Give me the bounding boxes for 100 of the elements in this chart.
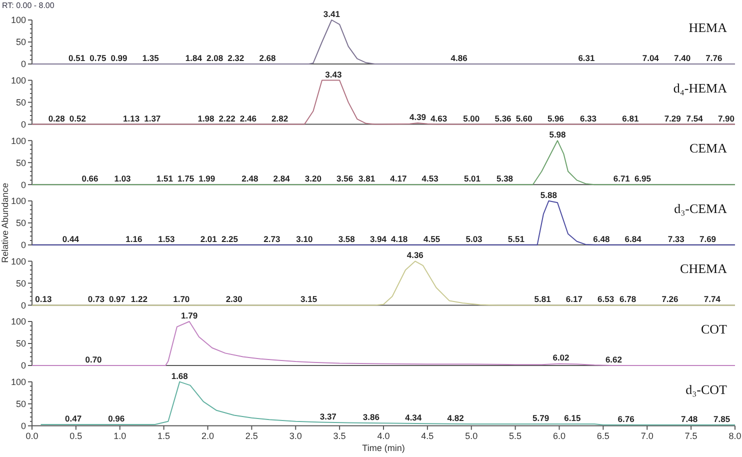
y-axis-title: Relative Abundance: [0, 182, 10, 263]
annotation: 6.78: [620, 294, 636, 304]
annotation: 4.86: [450, 53, 468, 63]
x-tick-label: 2.5: [245, 430, 258, 441]
annotation: 6.33: [580, 113, 597, 124]
annotation: 7.76: [706, 53, 722, 63]
annotation: 0.99: [110, 53, 128, 63]
y-tick-label: 100: [10, 316, 26, 327]
chart-title: d₃-COT: [686, 382, 728, 397]
annotation: 5.60: [516, 113, 533, 124]
y-tick-label: 100: [10, 15, 26, 26]
annotation: 3.10: [296, 234, 313, 244]
x-tick-label: 4.5: [421, 430, 434, 441]
y-tick-label: 0: [20, 420, 26, 431]
annotation: 3.43: [325, 69, 342, 80]
annotation: 0.28: [48, 113, 66, 124]
annotation: 1.75: [178, 174, 194, 184]
y-tick-label: 100: [10, 136, 26, 146]
annotation: 4.55: [424, 234, 440, 244]
annotation: 7.29: [664, 113, 682, 124]
annotation: 5.36: [494, 113, 512, 124]
annotation: 5.79: [532, 413, 550, 424]
chart-title: d₄-HEMA: [673, 80, 728, 96]
chart-title: CEMA: [689, 140, 728, 156]
x-tick-label: 4.0: [377, 430, 390, 441]
annotation: 7.33: [668, 234, 685, 244]
annotation: 0.44: [62, 234, 80, 244]
y-tick-label: 0: [20, 360, 26, 371]
y-tick-label: 50: [16, 398, 26, 409]
annotation: 2.25: [221, 234, 238, 244]
annotation: 1.35: [142, 53, 160, 63]
annotation: 7.04: [642, 53, 660, 63]
annotation: 4.18: [391, 234, 408, 244]
annotation: 6.15: [564, 413, 581, 424]
annotation: 7.69: [699, 234, 716, 244]
annotation: 3.86: [362, 412, 380, 422]
line-series: [32, 321, 736, 366]
annotation: 0.51: [68, 53, 86, 63]
annotation: 1.98: [198, 113, 215, 124]
annotation: 3.81: [358, 174, 376, 184]
annotation: 0.13: [35, 294, 52, 304]
y-tick-label: 50: [16, 278, 26, 288]
chart-title: d₃-CEMA: [674, 200, 728, 216]
annotation: 6.62: [605, 354, 622, 364]
x-tick-label: 6.0: [552, 430, 566, 441]
annotation: 2.82: [272, 113, 288, 124]
annotation: 6.84: [624, 234, 642, 244]
y-tick-label: 50: [16, 338, 26, 349]
y-tick-label: 0: [20, 240, 26, 250]
annotation: 0.47: [65, 413, 82, 424]
y-tick-label: 0: [20, 180, 26, 190]
annotation: 1.03: [114, 174, 132, 184]
annotation: 1.16: [126, 234, 142, 244]
annotation: 2.01: [200, 234, 218, 244]
annotation: 1.13: [123, 113, 140, 124]
annotation: 1.68: [171, 370, 188, 381]
annotation: 6.81: [622, 113, 639, 124]
x-tick-label: 1.0: [114, 430, 126, 441]
annotation: 7.74: [704, 294, 721, 304]
x-tick-label: 7.5: [684, 430, 698, 441]
annotation: 6.48: [593, 234, 610, 244]
annotation: 0.70: [85, 354, 102, 364]
annotation: 6.17: [566, 294, 583, 304]
annotation: 1.84: [185, 53, 202, 63]
annotation: 7.40: [674, 53, 691, 63]
x-tick-label: 5.0: [465, 430, 478, 441]
annotation: 4.39: [410, 112, 426, 122]
annotation: 7.90: [718, 113, 735, 124]
x-tick-label: 7.0: [640, 430, 654, 441]
x-tick-label: 5.5: [509, 430, 522, 441]
annotation: 3.37: [320, 411, 337, 422]
x-tick-label: 3.5: [333, 430, 346, 441]
annotation: 2.84: [273, 174, 290, 184]
x-tick-label: 8.0: [728, 430, 742, 441]
x-tick-label: 6.5: [596, 430, 610, 441]
annotation: 5.51: [508, 234, 525, 244]
annotation: 4.34: [405, 412, 422, 423]
annotation: 2.46: [240, 113, 257, 124]
annotation: 7.26: [662, 294, 679, 304]
annotation: 5.38: [496, 174, 514, 184]
y-tick-label: 0: [20, 119, 26, 130]
annotation: 1.37: [144, 113, 161, 124]
y-tick-label: 50: [16, 158, 26, 168]
annotation: 0.96: [108, 413, 125, 424]
y-tick-label: 100: [10, 75, 26, 86]
annotation: 1.70: [173, 294, 190, 304]
annotation: 2.68: [259, 53, 276, 63]
chart-title: COT: [701, 322, 728, 336]
annotation: 5.88: [540, 190, 558, 200]
annotation: 6.31: [578, 53, 596, 63]
annotation: 5.00: [463, 113, 480, 124]
annotation: 1.51: [156, 174, 174, 184]
annotation: 4.53: [422, 174, 439, 184]
x-tick-label: 0.5: [70, 430, 82, 441]
annotation: 0.97: [108, 294, 126, 304]
annotation: 1.79: [181, 310, 198, 320]
annotation: 2.73: [264, 234, 280, 244]
annotation: 1.53: [158, 234, 175, 244]
y-tick-label: 50: [16, 97, 26, 108]
y-tick-label: 50: [16, 218, 26, 228]
